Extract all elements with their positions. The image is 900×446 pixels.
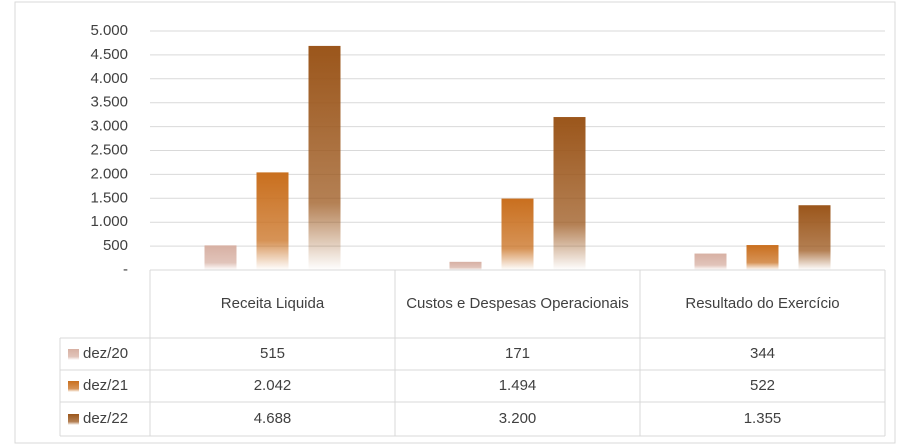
data-label: 4.688 xyxy=(254,410,292,427)
y-tick-label: 1.000 xyxy=(90,213,128,230)
y-tick-label: 2.500 xyxy=(90,141,128,158)
legend-label: dez/22 xyxy=(83,410,128,427)
legend-key xyxy=(68,381,79,392)
x-tick-label: Resultado do Exercício xyxy=(685,295,840,312)
data-label: 344 xyxy=(750,345,775,362)
y-tick-label: 3.000 xyxy=(90,118,128,135)
legend-label: dez/21 xyxy=(83,377,128,394)
y-tick-label: 1.500 xyxy=(90,189,128,206)
data-label: 171 xyxy=(505,345,530,362)
category-cell: Custos e Despesas Operacionais xyxy=(406,295,629,312)
y-tick-label: 2.000 xyxy=(90,165,128,182)
data-label: 1.355 xyxy=(744,410,782,427)
data-label: 3.200 xyxy=(499,410,537,427)
data-label: 515 xyxy=(260,345,285,362)
legend-key xyxy=(68,349,79,360)
x-tick-label: Custos e Despesas Operacionais xyxy=(406,295,629,312)
x-tick-label: Receita Liquida xyxy=(220,295,325,312)
y-tick-label: 3.500 xyxy=(90,94,128,111)
category-cell: Receita Liquida xyxy=(220,295,325,312)
y-tick-label: - xyxy=(123,261,128,278)
data-label: 1.494 xyxy=(499,377,537,394)
data-label: 2.042 xyxy=(254,377,292,394)
bar xyxy=(308,45,341,270)
bar xyxy=(746,245,779,270)
legend-label: dez/20 xyxy=(83,345,128,362)
bar xyxy=(798,205,831,270)
y-tick-label: 4.000 xyxy=(90,70,128,87)
category-cell: Resultado do Exercício xyxy=(685,295,840,312)
y-tick-label: 5.000 xyxy=(90,22,128,39)
bar xyxy=(449,261,482,270)
bar xyxy=(204,245,237,270)
bar xyxy=(694,253,727,270)
bar xyxy=(256,172,289,270)
y-tick-label: 4.500 xyxy=(90,46,128,63)
data-label: 522 xyxy=(750,377,775,394)
legend-key xyxy=(68,414,79,425)
y-tick-label: 500 xyxy=(103,237,128,254)
bar xyxy=(553,117,586,270)
bar xyxy=(501,198,534,270)
